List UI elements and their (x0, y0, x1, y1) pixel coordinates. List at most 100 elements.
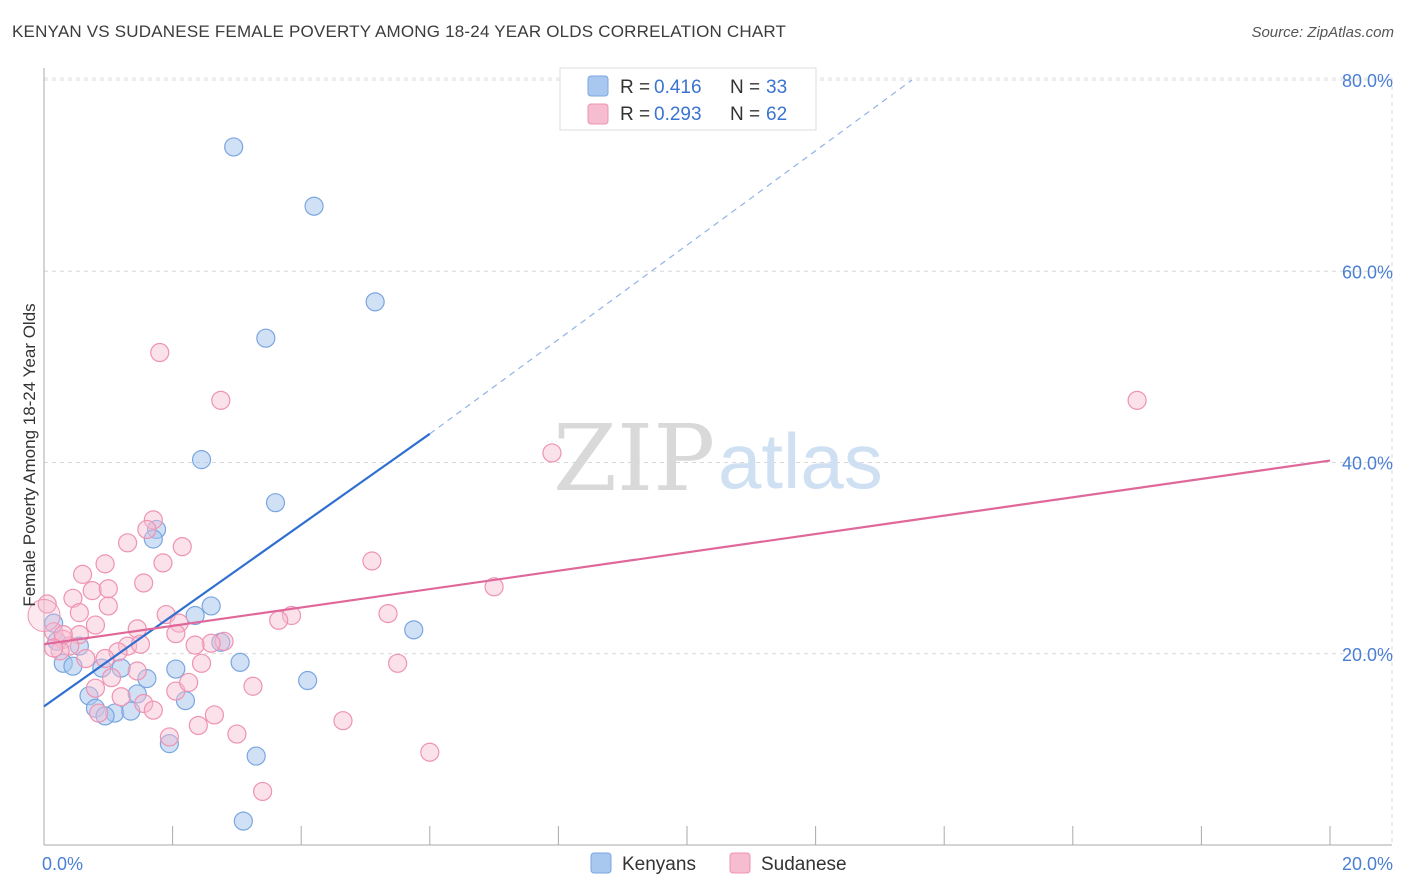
sudanese-point-large (27, 599, 61, 632)
sudanese-point (89, 703, 109, 723)
sudanese-point (243, 676, 263, 696)
sudanese-point (204, 705, 224, 725)
chart-title: KENYAN VS SUDANESE FEMALE POVERTY AMONG … (12, 22, 787, 41)
data-points (27, 137, 1147, 831)
kenyans-point (137, 669, 157, 689)
sudanese-point (143, 700, 163, 720)
sudanese-point (117, 533, 138, 553)
sudanese-point (191, 653, 212, 673)
kenyans-point (298, 670, 318, 691)
watermark: ZIP atlas (553, 405, 883, 512)
kenyans-point (230, 652, 250, 672)
kenyans-point (246, 746, 266, 766)
sudanese-point (143, 510, 163, 530)
legend-kenyans-n: 33 (766, 77, 787, 98)
sudanese-point (63, 588, 83, 608)
sudanese-point (333, 711, 353, 731)
sudanese-point (69, 603, 89, 623)
sudanese-point (127, 661, 147, 681)
kenyans-point (127, 684, 147, 704)
kenyans-point (233, 811, 253, 831)
kenyans-point (201, 596, 221, 616)
axes (43, 68, 1392, 846)
sudanese-point (484, 577, 504, 597)
legend-n-label-2: N = (730, 104, 760, 125)
sudanese-point (72, 564, 93, 584)
sudanese-point (185, 635, 205, 655)
sudanese-point (98, 596, 118, 616)
kenyans-point (159, 734, 179, 754)
legend-n-label: N = (730, 77, 760, 98)
tick-labels: 20.0% 40.0% 60.0% 80.0% 0.0% 20.0% (42, 71, 1393, 874)
legend-swatch-sudanese (587, 103, 609, 125)
bottom-legend-kenyans: Kenyans (622, 854, 696, 875)
trend-lines (43, 79, 1331, 708)
sudanese-point (98, 579, 118, 599)
bottom-legend-swatch-sudanese (729, 852, 751, 874)
sudanese-point (179, 672, 199, 693)
sudanese-point (137, 519, 157, 540)
sudanese-point (85, 678, 106, 698)
bottom-legend-sudanese: Sudanese (761, 854, 847, 875)
sudanese-point (542, 443, 562, 463)
kenyans-point (69, 636, 89, 656)
sudanese-point (188, 715, 208, 736)
legend-r-label: R = (620, 77, 650, 98)
sudanese-point (85, 615, 106, 635)
sudanese-point (378, 603, 398, 624)
sudanese-point (211, 390, 231, 410)
sudanese-point (1127, 390, 1147, 410)
y-tick-label: 60.0% (1342, 262, 1393, 282)
kenyans-point (404, 620, 424, 640)
sudanese-point (95, 554, 115, 574)
sudanese-trend-line (43, 459, 1331, 646)
y-tick-label: 40.0% (1342, 454, 1393, 474)
kenyans-point (224, 137, 244, 157)
legend-kenyans-r: 0.416 (654, 77, 702, 98)
kenyans-trend-line (43, 432, 431, 708)
kenyans-point (365, 292, 385, 312)
sudanese-point (362, 551, 382, 571)
legend-sudanese-r: 0.293 (654, 104, 702, 125)
sudanese-point (82, 581, 102, 601)
sudanese-point (101, 668, 122, 688)
sudanese-point (76, 648, 96, 669)
kenyans-trend-extension (429, 79, 913, 435)
bottom-legend: Kenyans Sudanese (590, 852, 847, 875)
sudanese-point (159, 727, 179, 747)
sudanese-point (269, 610, 289, 630)
sudanese-point (253, 781, 273, 802)
legend-swatch-kenyans (587, 75, 609, 97)
y-axis-title: Female Poverty Among 18-24 Year Olds (20, 303, 39, 606)
sudanese-point (201, 633, 221, 653)
kenyans-point (185, 605, 205, 626)
sudanese-point (420, 742, 440, 762)
sudanese-point (134, 573, 154, 593)
kenyans-point (265, 493, 286, 513)
chart-source: Source: ZipAtlas.com (1251, 24, 1394, 41)
sudanese-point (150, 342, 170, 363)
legend-sudanese-n: 62 (766, 104, 787, 125)
sudanese-point (153, 553, 173, 573)
legend: R = 0.416 N = 33 R = 0.293 N = 62 (559, 67, 817, 131)
kenyans-point (256, 328, 276, 348)
legend-r-label-2: R = (620, 104, 650, 125)
bottom-legend-swatch-kenyans (590, 852, 612, 874)
watermark-atlas: atlas (718, 417, 883, 505)
sudanese-point (281, 605, 302, 626)
watermark-zip: ZIP (553, 405, 715, 512)
sudanese-point (111, 687, 131, 707)
kenyans-point (191, 450, 212, 470)
sudanese-point (388, 653, 408, 673)
sudanese-point (95, 648, 115, 669)
y-tick-label: 80.0% (1342, 71, 1393, 91)
kenyans-point (143, 529, 163, 549)
x-tick-label: 0.0% (42, 854, 83, 874)
sudanese-point (227, 724, 247, 744)
sudanese-point (134, 693, 154, 714)
kenyans-point (166, 659, 186, 679)
y-tick-label: 20.0% (1342, 645, 1393, 665)
x-tick-label: 20.0% (1342, 854, 1393, 874)
sudanese-point (53, 625, 73, 645)
